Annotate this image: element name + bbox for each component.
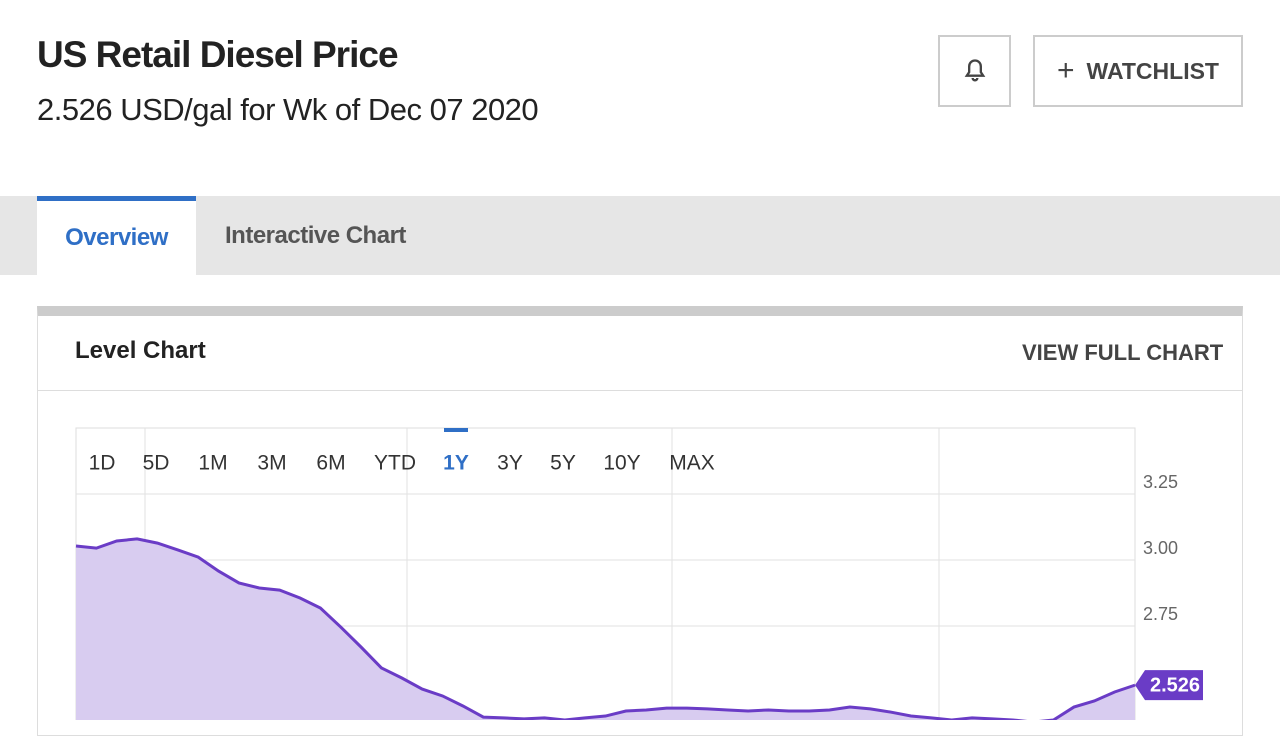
subtitle: 2.526 USD/gal for Wk of Dec 07 2020 — [37, 92, 539, 127]
panel-title: Level Chart — [75, 337, 206, 364]
tab[interactable]: Interactive Chart — [225, 221, 406, 249]
range-button[interactable]: 3Y — [497, 452, 523, 475]
y-tick-label: 3.00 — [1143, 538, 1178, 558]
range-button[interactable]: MAX — [669, 452, 715, 475]
line — [75, 537, 1136, 720]
title: US Retail Diesel Price — [37, 34, 399, 75]
y-tick-label: 2.75 — [1143, 604, 1178, 624]
range-button[interactable]: 5Y — [550, 452, 576, 475]
y-tick-label: 3.25 — [1143, 472, 1178, 492]
range-button[interactable]: 3M — [257, 452, 286, 475]
page: US Retail Diesel Price 2.526 USD/gal for… — [0, 34, 1280, 736]
range-button[interactable]: 5D — [143, 452, 170, 475]
last-value-tag — [1135, 670, 1203, 701]
plus-icon: + — [1057, 54, 1075, 87]
range-button[interactable]: 10Y — [603, 452, 640, 475]
tab-bar — [0, 196, 1280, 275]
bell-icon — [964, 59, 985, 82]
watchlist-button[interactable]: + WATCHLIST — [1033, 35, 1243, 107]
range-button[interactable]: YTD — [374, 452, 416, 475]
panel-header — [38, 316, 1242, 391]
area-fill — [76, 538, 1135, 720]
watchlist-label: WATCHLIST — [1086, 57, 1219, 84]
tab[interactable]: Overview — [37, 196, 196, 275]
last-value-label: 2.526 — [1150, 674, 1200, 696]
alert-button[interactable] — [938, 35, 1011, 107]
view-full-chart[interactable]: VIEW FULL CHART — [1022, 340, 1224, 365]
range-button[interactable]: 1Y — [443, 452, 469, 475]
chart: 3.25 3.00 2.75 1D 5D 1M 3M 6M YTD 1Y 3Y 5Y 10Y MAX 2.5… — [75, 427, 1203, 720]
range-indicator — [444, 428, 468, 432]
range-button[interactable]: 1M — [198, 452, 227, 475]
range-button[interactable]: 1D — [89, 452, 116, 475]
range-button[interactable]: 6M — [316, 452, 345, 475]
